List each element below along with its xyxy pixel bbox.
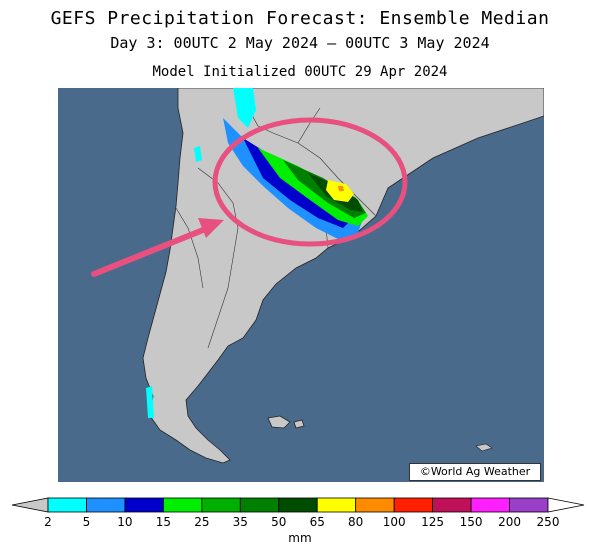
legend-tick-label: 15 bbox=[156, 515, 171, 529]
legend-tick-label: 2 bbox=[44, 515, 52, 529]
highlight-arrow-head bbox=[198, 218, 224, 238]
legend-overflow-triangle bbox=[547, 497, 585, 513]
legend-swatch bbox=[162, 497, 203, 513]
legend-swatch bbox=[278, 497, 318, 513]
legend-tick-label: 125 bbox=[421, 515, 444, 529]
legend-tick-label: 100 bbox=[383, 515, 406, 529]
legend-unit: mm bbox=[288, 531, 311, 545]
highlight-arrow-shaft bbox=[91, 225, 211, 277]
legend-tick-label: 65 bbox=[310, 515, 325, 529]
legend-tick-label: 25 bbox=[194, 515, 209, 529]
legend-swatch bbox=[201, 497, 241, 513]
legend-tick-label: 50 bbox=[271, 515, 286, 529]
falkland-islands bbox=[267, 415, 305, 429]
precip-cyan bbox=[233, 88, 256, 128]
island-east bbox=[475, 443, 493, 452]
legend-swatch bbox=[393, 497, 434, 513]
legend-swatch bbox=[355, 497, 395, 513]
legend-tick-label: 35 bbox=[233, 515, 248, 529]
legend-swatch bbox=[316, 497, 357, 513]
legend-tick-label: 80 bbox=[348, 515, 363, 529]
legend-swatch bbox=[124, 497, 164, 513]
copyright-credit: ©World Ag Weather bbox=[409, 463, 541, 481]
legend-swatch bbox=[47, 497, 87, 513]
precip-southwest bbox=[146, 386, 154, 418]
forecast-period: Day 3: 00UTC 2 May 2024 — 00UTC 3 May 20… bbox=[110, 34, 490, 52]
map-title: GEFS Precipitation Forecast: Ensemble Me… bbox=[50, 8, 550, 29]
legend-tick-label: 150 bbox=[460, 515, 483, 529]
precip-west bbox=[194, 146, 202, 162]
legend-underflow-triangle bbox=[11, 497, 49, 513]
legend-swatch bbox=[432, 497, 472, 513]
legend-swatch bbox=[86, 497, 126, 513]
legend-swatch bbox=[509, 497, 549, 513]
legend-tick-label: 5 bbox=[83, 515, 91, 529]
precip-orange bbox=[338, 186, 344, 191]
legend-tick-label: 250 bbox=[537, 515, 560, 529]
legend-tick-label: 10 bbox=[117, 515, 132, 529]
legend-swatch bbox=[470, 497, 510, 513]
legend-swatch bbox=[239, 497, 280, 513]
precipitation-map bbox=[58, 88, 544, 482]
legend-tick-label: 200 bbox=[498, 515, 521, 529]
model-initialized: Model Initialized 00UTC 29 Apr 2024 bbox=[152, 64, 448, 80]
highlight-circle bbox=[212, 117, 408, 247]
